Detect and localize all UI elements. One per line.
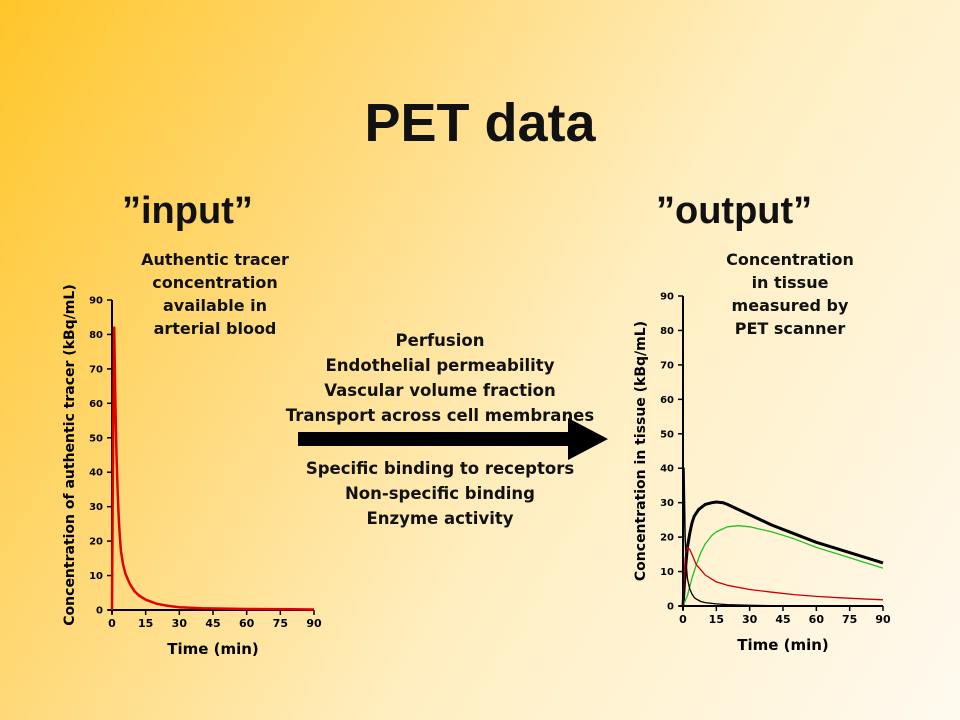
y-tick-label: 80 xyxy=(660,326,674,337)
y-tick-label: 20 xyxy=(89,537,103,548)
process-arrow xyxy=(298,418,608,460)
output-description-line: Concentration xyxy=(726,250,854,269)
x-tick-label: 30 xyxy=(172,617,188,630)
binding-mechanisms: Specific binding to receptors Non-specif… xyxy=(255,456,625,531)
output-description-line: in tissue xyxy=(751,273,829,292)
input-description-line: Authentic tracer xyxy=(141,250,289,269)
x-tick-label: 60 xyxy=(809,613,825,626)
y-tick-label: 20 xyxy=(660,533,674,544)
page-title: PET data xyxy=(364,93,596,153)
y-tick-label: 40 xyxy=(660,464,674,475)
mechanism-item: Transport across cell membranes xyxy=(285,406,595,425)
y-tick-label: 10 xyxy=(660,567,674,578)
input-description-line: arterial blood xyxy=(153,319,277,338)
y-tick-label: 0 xyxy=(96,606,103,617)
y-tick-label: 50 xyxy=(660,429,674,440)
input-heading: ”input” xyxy=(122,190,253,232)
x-axis-label: Time (min) xyxy=(737,636,829,654)
series-line xyxy=(682,467,884,607)
y-tick-label: 30 xyxy=(660,498,674,509)
x-tick-label: 60 xyxy=(239,617,255,630)
output-heading: ”output” xyxy=(656,190,813,232)
x-tick-label: 45 xyxy=(205,617,220,630)
y-tick-label: 60 xyxy=(89,399,103,410)
x-tick-label: 15 xyxy=(138,617,153,630)
y-tick-label: 90 xyxy=(89,296,103,307)
x-tick-label: 15 xyxy=(709,613,724,626)
x-tick-label: 90 xyxy=(306,617,322,630)
x-tick-label: 30 xyxy=(742,613,758,626)
mechanism-item: Enzyme activity xyxy=(366,509,514,528)
output-description-line: measured by xyxy=(731,296,849,315)
y-tick-label: 70 xyxy=(660,360,674,371)
y-tick-label: 40 xyxy=(89,468,103,479)
arrow-shaft xyxy=(298,432,570,446)
y-tick-label: 60 xyxy=(660,395,674,406)
mechanism-item: Non-specific binding xyxy=(345,484,535,503)
series-line xyxy=(682,525,884,607)
input-description-line: concentration xyxy=(152,273,278,292)
series-line xyxy=(681,500,884,607)
y-tick-label: 70 xyxy=(89,364,103,375)
x-tick-label: 75 xyxy=(842,613,857,626)
series-line xyxy=(682,546,884,607)
x-tick-label: 45 xyxy=(775,613,790,626)
output-description-line: PET scanner xyxy=(734,319,846,338)
mechanism-item: Perfusion xyxy=(395,331,485,350)
mechanism-item: Endothelial permeability xyxy=(325,356,555,375)
transport-mechanisms: Perfusion Endothelial permeability Vascu… xyxy=(255,328,625,428)
y-tick-label: 50 xyxy=(89,433,103,444)
output-description: Concentration in tissue measured by PET … xyxy=(698,248,882,340)
y-tick-label: 80 xyxy=(89,330,103,341)
y-tick-label: 90 xyxy=(660,292,674,303)
y-tick-label: 10 xyxy=(89,571,103,582)
series-line xyxy=(110,326,315,611)
x-tick-label: 0 xyxy=(679,613,687,626)
mechanism-item: Vascular volume fraction xyxy=(324,381,556,400)
x-tick-label: 0 xyxy=(108,617,116,630)
y-axis-label: Concentration in tissue (kBq/mL) xyxy=(633,321,649,581)
input-description: Authentic tracer concentration available… xyxy=(120,248,310,340)
y-axis-label: Concentration of authentic tracer (kBq/m… xyxy=(62,284,78,625)
arrow-head xyxy=(568,418,608,460)
input-description-line: available in xyxy=(162,296,268,315)
x-axis-label: Time (min) xyxy=(167,640,259,658)
x-tick-label: 90 xyxy=(875,613,891,626)
y-tick-label: 30 xyxy=(89,502,103,513)
mechanism-item: Specific binding to receptors xyxy=(305,459,575,478)
y-tick-label: 0 xyxy=(667,602,674,613)
x-tick-label: 75 xyxy=(273,617,288,630)
